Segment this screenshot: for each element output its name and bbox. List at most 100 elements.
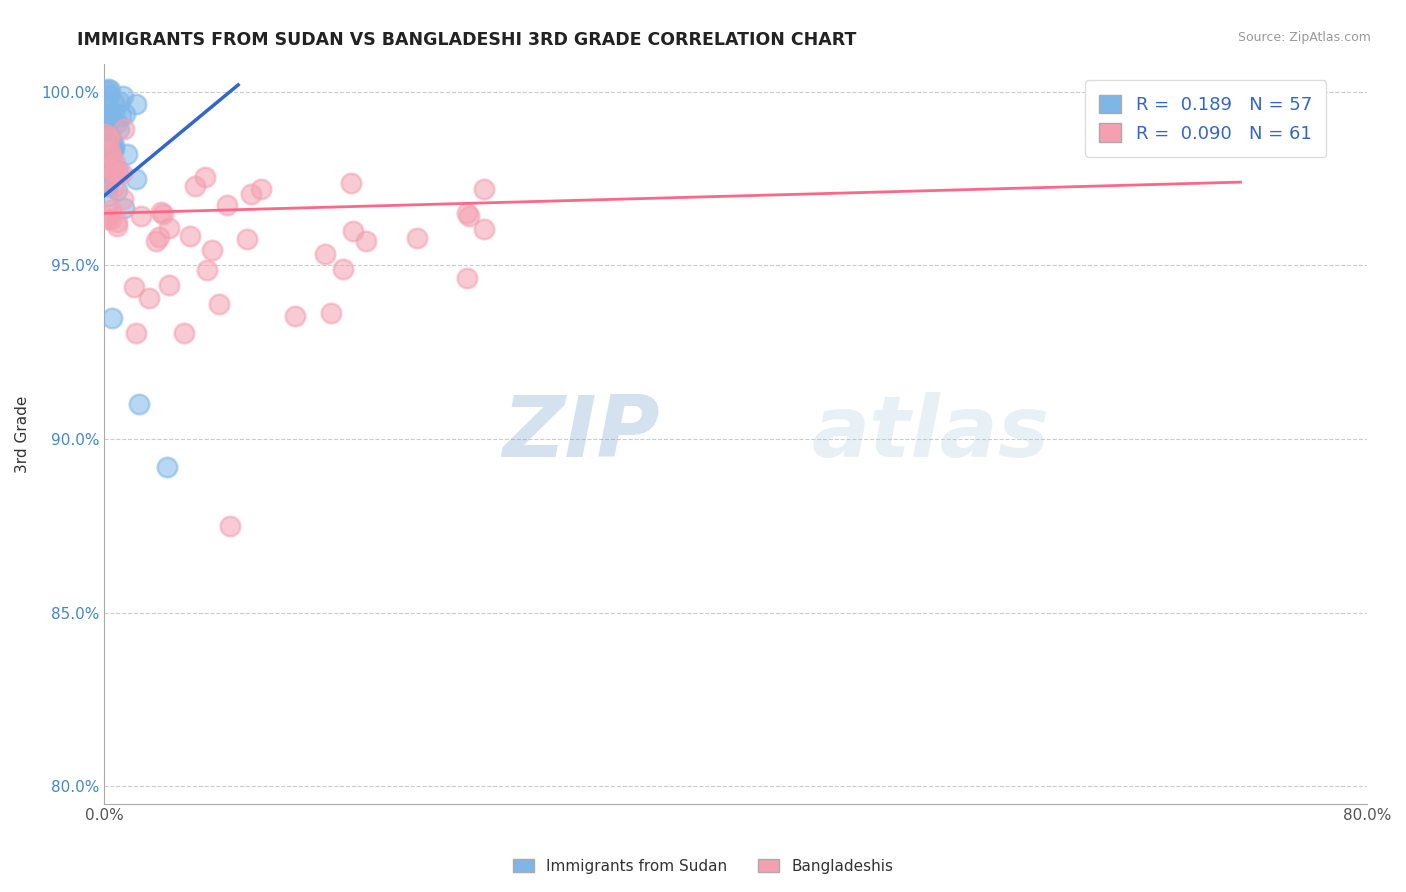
Point: [103, 156, 125, 170]
Point: [96, 123, 118, 137]
Point: [96, 113, 118, 128]
Point: [249, 181, 271, 195]
Point: [100, 130, 122, 145]
Point: [105, 167, 128, 181]
Point: [98, 154, 121, 169]
Point: [128, 397, 150, 411]
Point: [97, 131, 120, 145]
Point: [474, 182, 496, 196]
Point: [219, 519, 242, 533]
Point: [456, 271, 478, 285]
Point: [98, 136, 121, 151]
Point: [105, 219, 128, 234]
Text: IMMIGRANTS FROM SUDAN VS BANGLADESHI 3RD GRADE CORRELATION CHART: IMMIGRANTS FROM SUDAN VS BANGLADESHI 3RD…: [77, 31, 856, 49]
Point: [145, 234, 167, 248]
Point: [239, 187, 262, 202]
Point: [107, 162, 129, 177]
Point: [101, 310, 124, 325]
Point: [98, 208, 121, 222]
Point: [94, 143, 117, 157]
Point: [94, 127, 117, 141]
Point: [98, 162, 121, 177]
Point: [96, 95, 118, 109]
Point: [124, 279, 146, 293]
Point: [179, 229, 201, 244]
Point: [103, 95, 125, 110]
Point: [104, 165, 127, 179]
Point: [173, 326, 195, 340]
Point: [112, 201, 135, 215]
Point: [115, 147, 138, 161]
Point: [103, 180, 125, 194]
Point: [100, 109, 122, 123]
Point: [157, 220, 180, 235]
Point: [112, 192, 135, 206]
Point: [194, 169, 217, 184]
Point: [101, 151, 124, 165]
Point: [112, 89, 135, 103]
Point: [100, 143, 122, 157]
Point: [96, 106, 118, 120]
Point: [103, 142, 125, 156]
Point: [97, 145, 120, 160]
Point: [96, 106, 118, 120]
Point: [100, 135, 122, 149]
Point: [458, 209, 481, 223]
Point: [98, 112, 121, 126]
Point: [157, 278, 180, 293]
Point: [319, 306, 342, 320]
Point: [96, 148, 118, 162]
Point: [98, 83, 121, 97]
Point: [97, 88, 120, 103]
Point: [108, 95, 131, 110]
Point: [96, 178, 118, 193]
Point: [195, 262, 218, 277]
Point: [125, 171, 148, 186]
Point: [94, 110, 117, 124]
Point: [340, 176, 363, 190]
Text: ZIP: ZIP: [502, 392, 659, 475]
Point: [314, 247, 336, 261]
Point: [96, 212, 118, 227]
Point: [332, 262, 354, 277]
Point: [131, 210, 153, 224]
Point: [100, 212, 122, 227]
Point: [94, 84, 117, 98]
Point: [152, 207, 174, 221]
Point: [94, 170, 117, 185]
Text: Source: ZipAtlas.com: Source: ZipAtlas.com: [1237, 31, 1371, 45]
Point: [354, 235, 377, 249]
Point: [100, 203, 122, 218]
Legend: Immigrants from Sudan, Bangladeshis: Immigrants from Sudan, Bangladeshis: [506, 853, 900, 880]
Point: [406, 231, 429, 245]
Point: [94, 119, 117, 133]
Point: [100, 142, 122, 156]
Point: [472, 222, 495, 236]
Point: [96, 189, 118, 203]
Point: [156, 459, 179, 474]
Point: [125, 326, 148, 341]
Text: atlas: atlas: [811, 392, 1049, 475]
Point: [184, 178, 207, 193]
Point: [97, 82, 120, 96]
Point: [94, 154, 117, 169]
Point: [342, 224, 364, 238]
Point: [149, 204, 172, 219]
Point: [114, 107, 136, 121]
Point: [124, 96, 146, 111]
Point: [284, 309, 307, 323]
Point: [98, 133, 121, 147]
Point: [97, 169, 120, 183]
Point: [103, 137, 125, 152]
Point: [104, 164, 127, 178]
Point: [103, 106, 125, 120]
Point: [208, 296, 231, 310]
Point: [96, 174, 118, 188]
Legend: R =  0.189   N = 57, R =  0.090   N = 61: R = 0.189 N = 57, R = 0.090 N = 61: [1085, 80, 1326, 157]
Point: [98, 174, 121, 188]
Point: [105, 116, 128, 130]
Point: [97, 130, 120, 145]
Point: [110, 109, 132, 123]
Point: [97, 138, 120, 153]
Point: [236, 232, 259, 246]
